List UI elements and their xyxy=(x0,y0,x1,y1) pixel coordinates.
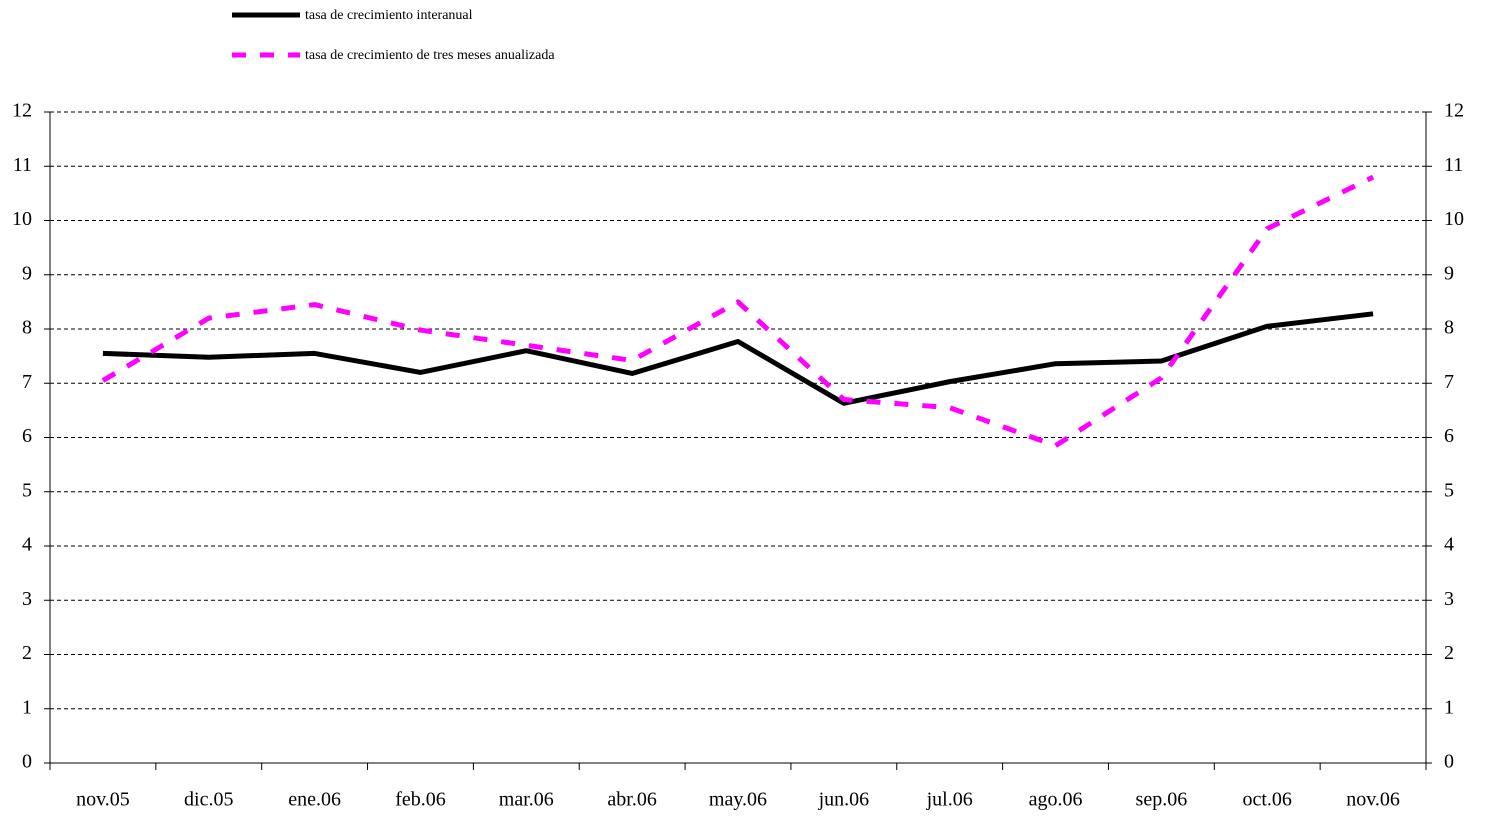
y-tick-label: 4 xyxy=(22,534,32,556)
y2-tick-label: 0 xyxy=(1444,751,1454,773)
y-tick-label: 3 xyxy=(22,588,32,610)
y2-tick-label: 7 xyxy=(1444,371,1454,393)
y2-tick-label: 6 xyxy=(1444,425,1454,447)
x-tick-label: dic.05 xyxy=(184,789,233,811)
x-tick-label: ene.06 xyxy=(288,789,341,811)
x-tick-label: mar.06 xyxy=(499,789,554,811)
y2-tick-label: 2 xyxy=(1444,642,1454,664)
x-tick-label: may.06 xyxy=(709,789,767,811)
y2-tick-label: 3 xyxy=(1444,588,1454,610)
series-line xyxy=(101,174,1375,449)
y2-tick-label: 8 xyxy=(1444,317,1454,339)
y2-tick-label: 1 xyxy=(1444,696,1454,718)
y2-tick-label: 9 xyxy=(1444,262,1454,284)
y-tick-label: 0 xyxy=(22,751,32,773)
y-tick-label: 1 xyxy=(22,696,32,718)
y-tick-label: 5 xyxy=(22,479,32,501)
x-tick-label: sep.06 xyxy=(1136,789,1188,811)
x-tick-label: ago.06 xyxy=(1029,789,1083,811)
y2-tick-label: 5 xyxy=(1444,479,1454,501)
x-tick-label: nov.05 xyxy=(76,789,130,811)
y2-tick-label: 10 xyxy=(1444,208,1464,230)
x-tick-label: jun.06 xyxy=(818,789,870,811)
y-tick-label: 11 xyxy=(13,154,32,176)
x-tick-label: oct.06 xyxy=(1243,789,1292,811)
x-tick-label: jul.06 xyxy=(926,789,973,811)
legend-label: tasa de crecimiento interanual xyxy=(305,8,473,23)
y-tick-label: 8 xyxy=(22,317,32,339)
y-tick-label: 6 xyxy=(22,425,32,447)
y-tick-label: 9 xyxy=(22,262,32,284)
y2-tick-label: 4 xyxy=(1444,534,1454,556)
y-tick-label: 7 xyxy=(22,371,32,393)
y-tick-label: 12 xyxy=(12,100,32,122)
y2-tick-label: 12 xyxy=(1444,100,1464,122)
x-tick-label: feb.06 xyxy=(395,789,446,811)
legend-label: tasa de crecimiento de tres meses anuali… xyxy=(305,48,555,63)
y2-tick-label: 11 xyxy=(1444,154,1463,176)
y-tick-label: 10 xyxy=(12,208,32,230)
x-tick-label: abr.06 xyxy=(607,789,656,811)
series-line xyxy=(102,311,1374,406)
x-tick-label: nov.06 xyxy=(1346,789,1400,811)
y-tick-label: 2 xyxy=(22,642,32,664)
